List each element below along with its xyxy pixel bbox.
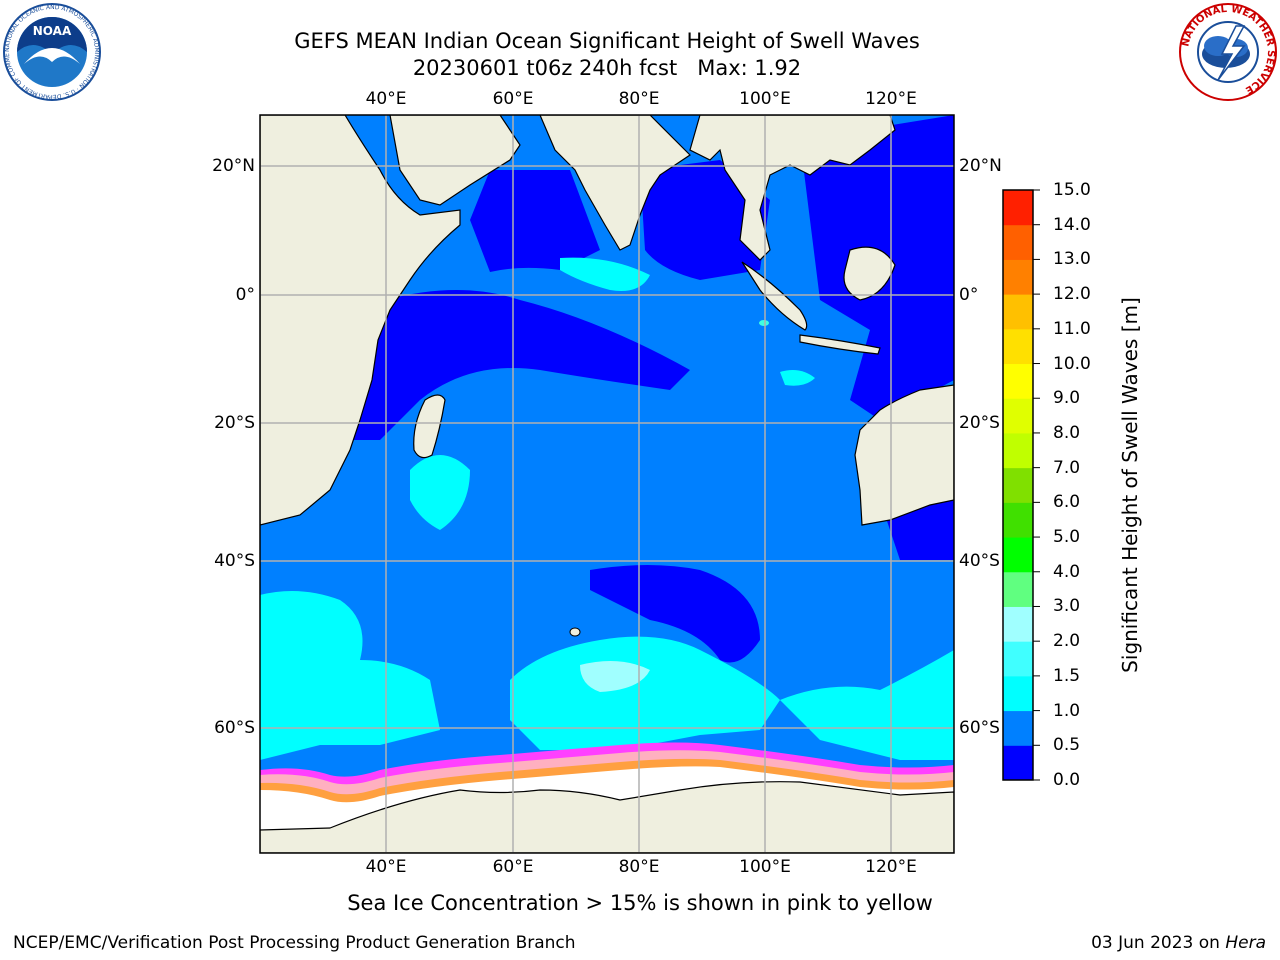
colorbar-tick-label: 13.0 — [1053, 249, 1091, 270]
lat-label-left: 40°S — [214, 551, 255, 571]
java-land — [799, 334, 881, 355]
madagascar-land — [413, 394, 446, 459]
lon-label-top: 100°E — [739, 89, 791, 109]
colorbar-segment — [1003, 224, 1033, 260]
lon-label-bottom: 40°E — [365, 857, 407, 877]
colorbar — [1002, 189, 1040, 781]
nws-logo: NATIONAL WEATHER SERVICE — [1179, 3, 1277, 101]
colorbar-tick-label: 15.0 — [1053, 180, 1091, 200]
colorbar-segment — [1003, 363, 1033, 399]
colorbar-tick-label: 3.0 — [1053, 596, 1081, 617]
colorbar-frame — [1002, 189, 1034, 781]
lon-label-bottom: 120°E — [865, 857, 917, 877]
colorbar-segment — [1003, 710, 1033, 746]
swell-band-high — [580, 661, 650, 692]
antarctica-land — [260, 781, 954, 853]
colorbar-segment — [1003, 571, 1033, 607]
colorbar-segment — [1003, 190, 1033, 226]
lat-label-right: 20°S — [959, 413, 1000, 433]
title-line-2: 20230601 t06z 240h fcst Max: 1.92 — [412, 56, 802, 80]
india-land — [539, 115, 691, 251]
lon-label-top: 120°E — [865, 89, 917, 109]
sea-ice-note: Sea Ice Concentration > 15% is shown in … — [347, 891, 933, 915]
colorbar-tick-label: 6.0 — [1053, 492, 1081, 513]
colorbar-label: Significant Height of Swell Waves [m] — [1118, 297, 1142, 673]
colorbar-tick-label: 5.0 — [1053, 527, 1081, 548]
colorbar-tick-label: 0.0 — [1053, 770, 1081, 790]
colorbar-tick-label: 14.0 — [1053, 214, 1091, 235]
southeast-asia-land — [689, 115, 896, 261]
footer-date-text: 03 Jun 2023 on — [1091, 933, 1226, 953]
colorbar-tick-label: 9.0 — [1053, 388, 1081, 409]
lat-label-right: 0° — [959, 285, 979, 305]
colorbar-tick-label: 10.0 — [1053, 353, 1091, 374]
island-patch — [759, 320, 769, 326]
kerguelen-island — [569, 627, 581, 637]
lon-label-top: 80°E — [618, 89, 660, 109]
lat-label-right: 40°S — [959, 551, 1000, 571]
sumatra-land — [741, 261, 808, 331]
colorbar-segment — [1003, 467, 1033, 503]
noaa-logo: NATIONAL OCEANIC AND ATMOSPHERIC ADMINIS… — [2, 2, 101, 101]
colorbar-tick-label: 11.0 — [1053, 318, 1091, 339]
lon-label-bottom: 60°E — [492, 857, 534, 877]
lon-label-top: 40°E — [365, 89, 407, 109]
colorbar-tick-label: 4.0 — [1053, 561, 1081, 582]
lon-label-bottom: 100°E — [739, 857, 791, 877]
colorbar-segment — [1003, 294, 1033, 330]
lat-label-right: 60°S — [959, 718, 1000, 738]
colorbar-segment — [1003, 675, 1033, 712]
lat-label-left: 0° — [235, 285, 255, 305]
title-line-1: GEFS MEAN Indian Ocean Significant Heigh… — [294, 29, 920, 53]
colorbar-tick-label: 8.0 — [1053, 422, 1081, 443]
colorbar-segment — [1003, 641, 1033, 677]
colorbar-segment — [1003, 502, 1033, 538]
swell-band-mid — [260, 257, 954, 760]
lat-label-left: 20°N — [212, 156, 255, 176]
colorbar-segment — [1003, 537, 1033, 573]
map-layers — [260, 115, 954, 853]
footer-machine: Hera — [1225, 933, 1266, 953]
colorbar-segment — [1003, 259, 1033, 295]
colorbar-segment — [1003, 328, 1033, 365]
lon-label-bottom: 80°E — [618, 857, 660, 877]
map-frame — [259, 114, 955, 854]
colorbar-tick-label: 2.0 — [1053, 631, 1081, 652]
footer-credit: NCEP/EMC/Verification Post Processing Pr… — [13, 933, 576, 953]
colorbar-tick-label: 12.0 — [1053, 284, 1091, 305]
australia-land — [854, 384, 954, 526]
footer-date: 03 Jun 2023 on Hera — [1091, 933, 1266, 953]
map-gridlines — [260, 115, 954, 853]
noaa-logo-text: NOAA — [33, 24, 72, 38]
colorbar-segment — [1003, 745, 1033, 781]
borneo-land — [843, 246, 896, 301]
colorbar-tick-label: 1.5 — [1053, 665, 1081, 686]
colorbar-segment — [1003, 606, 1033, 642]
colorbar-segment — [1003, 432, 1033, 469]
colorbar-segment — [1003, 398, 1033, 434]
colorbar-tick-label: 1.0 — [1053, 700, 1081, 721]
colorbar-tick-label: 7.0 — [1053, 457, 1081, 478]
colorbar-tick-label: 0.5 — [1053, 735, 1081, 756]
lat-label-left: 60°S — [214, 718, 255, 738]
arabia-land — [389, 115, 521, 206]
lat-label-right: 20°N — [959, 156, 1002, 176]
lat-label-left: 20°S — [214, 413, 255, 433]
lon-label-top: 60°E — [492, 89, 534, 109]
